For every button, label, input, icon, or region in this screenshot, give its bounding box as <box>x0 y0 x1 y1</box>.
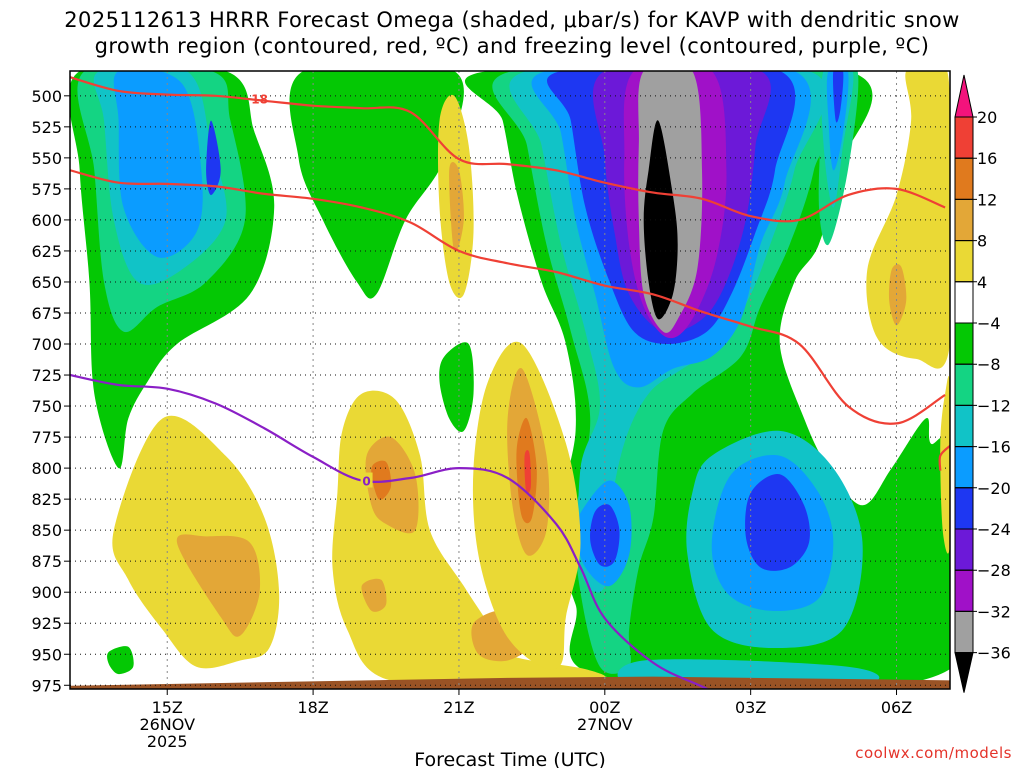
positive-omega-region-15 <box>940 376 950 554</box>
omega-region-3 <box>113 71 203 258</box>
colorbar-label-9: −20 <box>977 479 1011 498</box>
freezing-level-label: 0 <box>362 475 370 489</box>
colorbar-label-3: 8 <box>977 232 987 251</box>
y-tick-label-550: 550 <box>31 149 62 168</box>
x-tick-label-06Z: 06Z <box>881 698 912 717</box>
omega-region-23 <box>590 504 620 567</box>
y-tick-label-875: 875 <box>31 552 62 571</box>
x-axis-label: Forecast Time (UTC) <box>414 749 605 768</box>
colorbar-label-12: −32 <box>977 602 1011 621</box>
terrain-surface <box>70 676 950 689</box>
colorbar-swatch-12 <box>954 569 974 612</box>
positive-omega-region-5 <box>361 578 387 612</box>
colorbar-label-1: 16 <box>977 149 997 168</box>
colorbar-label-10: −24 <box>977 520 1011 539</box>
colorbar-bottom-arrow <box>954 652 974 693</box>
colorbar-swatch-4 <box>954 240 974 283</box>
positive-omega-region-1 <box>176 534 261 637</box>
x-tick-label-00Z: 00Z <box>589 698 620 717</box>
colorbar-top-arrow <box>954 74 974 118</box>
colorbar-label-4: 4 <box>977 273 987 292</box>
y-axis: 500 525 550 575 600 625 650 675 700 725 750 775 800 8… <box>31 87 70 695</box>
x-tick-label-18Z: 18Z <box>297 698 328 717</box>
colorbar-swatch-1 <box>954 116 974 159</box>
colorbar-label-13: −36 <box>977 644 1011 663</box>
colorbar-label-5: −4 <box>977 314 1001 333</box>
plot-frame <box>69 70 951 690</box>
watermark: coolwx.com/models <box>855 744 1012 762</box>
positive-omega-region-6 <box>371 460 392 500</box>
x-date-label-15Z: 26NOV <box>139 715 195 734</box>
y-tick-label-625: 625 <box>31 242 62 261</box>
colorbar-swatch-2 <box>954 157 974 200</box>
x-date-label-00Z: 27NOV <box>577 715 633 734</box>
positive-omega-region-3 <box>365 436 419 534</box>
y-tick-label-850: 850 <box>31 521 62 540</box>
colorbar-label-11: −28 <box>977 561 1011 580</box>
contour-layer: 18 0 <box>70 76 950 689</box>
chart-title-line2: growth region (contoured, red, ºC) and f… <box>94 34 930 58</box>
colorbar-swatch-10 <box>954 487 974 530</box>
y-tick-label-675: 675 <box>31 304 62 323</box>
y-tick-label-700: 700 <box>31 335 62 354</box>
snow-growth-contour-label: 18 <box>251 92 268 106</box>
colorbar-swatch-13 <box>954 610 974 654</box>
colorbar-swatch-5 <box>954 281 974 324</box>
omega-region-26 <box>107 646 134 675</box>
y-tick-label-650: 650 <box>31 273 62 292</box>
snow-growth-contour-1 <box>70 169 946 425</box>
positive-omega-region-12 <box>449 162 464 253</box>
omega-region-21 <box>745 474 810 571</box>
positive-omega-region-13 <box>866 71 950 369</box>
omega-region-5 <box>289 71 464 299</box>
y-tick-label-750: 750 <box>31 397 62 416</box>
omega-region-25 <box>439 342 474 432</box>
positive-omega-region-14 <box>888 264 907 326</box>
y-tick-label-775: 775 <box>31 428 62 447</box>
y-tick-label-950: 950 <box>31 645 62 664</box>
chart-title-line1: 2025112613 HRRR Forecast Omega (shaded, … <box>64 8 960 32</box>
colorbar-label-0: 20 <box>977 108 997 127</box>
y-tick-label-600: 600 <box>31 211 62 230</box>
colorbar-label-6: −8 <box>977 355 1001 374</box>
positive-omega-region-10 <box>524 450 532 494</box>
colorbar-swatch-8 <box>954 404 974 448</box>
y-tick-label-975: 975 <box>31 676 62 695</box>
y-tick-label-825: 825 <box>31 490 62 509</box>
grid-layer <box>70 71 950 689</box>
x-tick-label-21Z: 21Z <box>443 698 474 717</box>
colorbar-swatch-6 <box>954 322 974 365</box>
y-tick-label-525: 525 <box>31 118 62 137</box>
colorbar-label-7: −12 <box>977 396 1011 415</box>
colorbar-swatch-9 <box>954 446 974 489</box>
freezing-level-contour <box>70 373 710 689</box>
freezing-label-bg <box>360 472 373 488</box>
y-tick-label-725: 725 <box>31 366 62 385</box>
x-tick-label-03Z: 03Z <box>735 698 766 717</box>
x-year-label-15Z: 2025 <box>147 732 188 751</box>
terrain-surface-layer <box>70 676 950 689</box>
omega-region-4 <box>206 120 221 196</box>
y-tick-label-900: 900 <box>31 583 62 602</box>
colorbar-label-8: −16 <box>977 438 1011 457</box>
y-tick-label-925: 925 <box>31 614 62 633</box>
y-tick-label-575: 575 <box>31 180 62 199</box>
colorbar-swatch-11 <box>954 528 974 571</box>
y-tick-label-800: 800 <box>31 459 62 478</box>
colorbar-label-2: 12 <box>977 190 997 209</box>
colorbar-swatch-3 <box>954 198 974 242</box>
snow-growth-contour-2 <box>938 444 950 471</box>
x-tick-label-15Z: 15Z <box>152 698 183 717</box>
colorbar: 20 16 12 8 4 −4 −8 −12 −16 −20 −24 −28 −32 −36 <box>954 74 1011 693</box>
y-tick-label-500: 500 <box>31 87 62 106</box>
colorbar-swatch-7 <box>954 363 974 406</box>
snow-growth-contour-0 <box>70 76 946 223</box>
omega-region-18 <box>833 71 844 123</box>
omega-shading-layer <box>70 71 950 689</box>
